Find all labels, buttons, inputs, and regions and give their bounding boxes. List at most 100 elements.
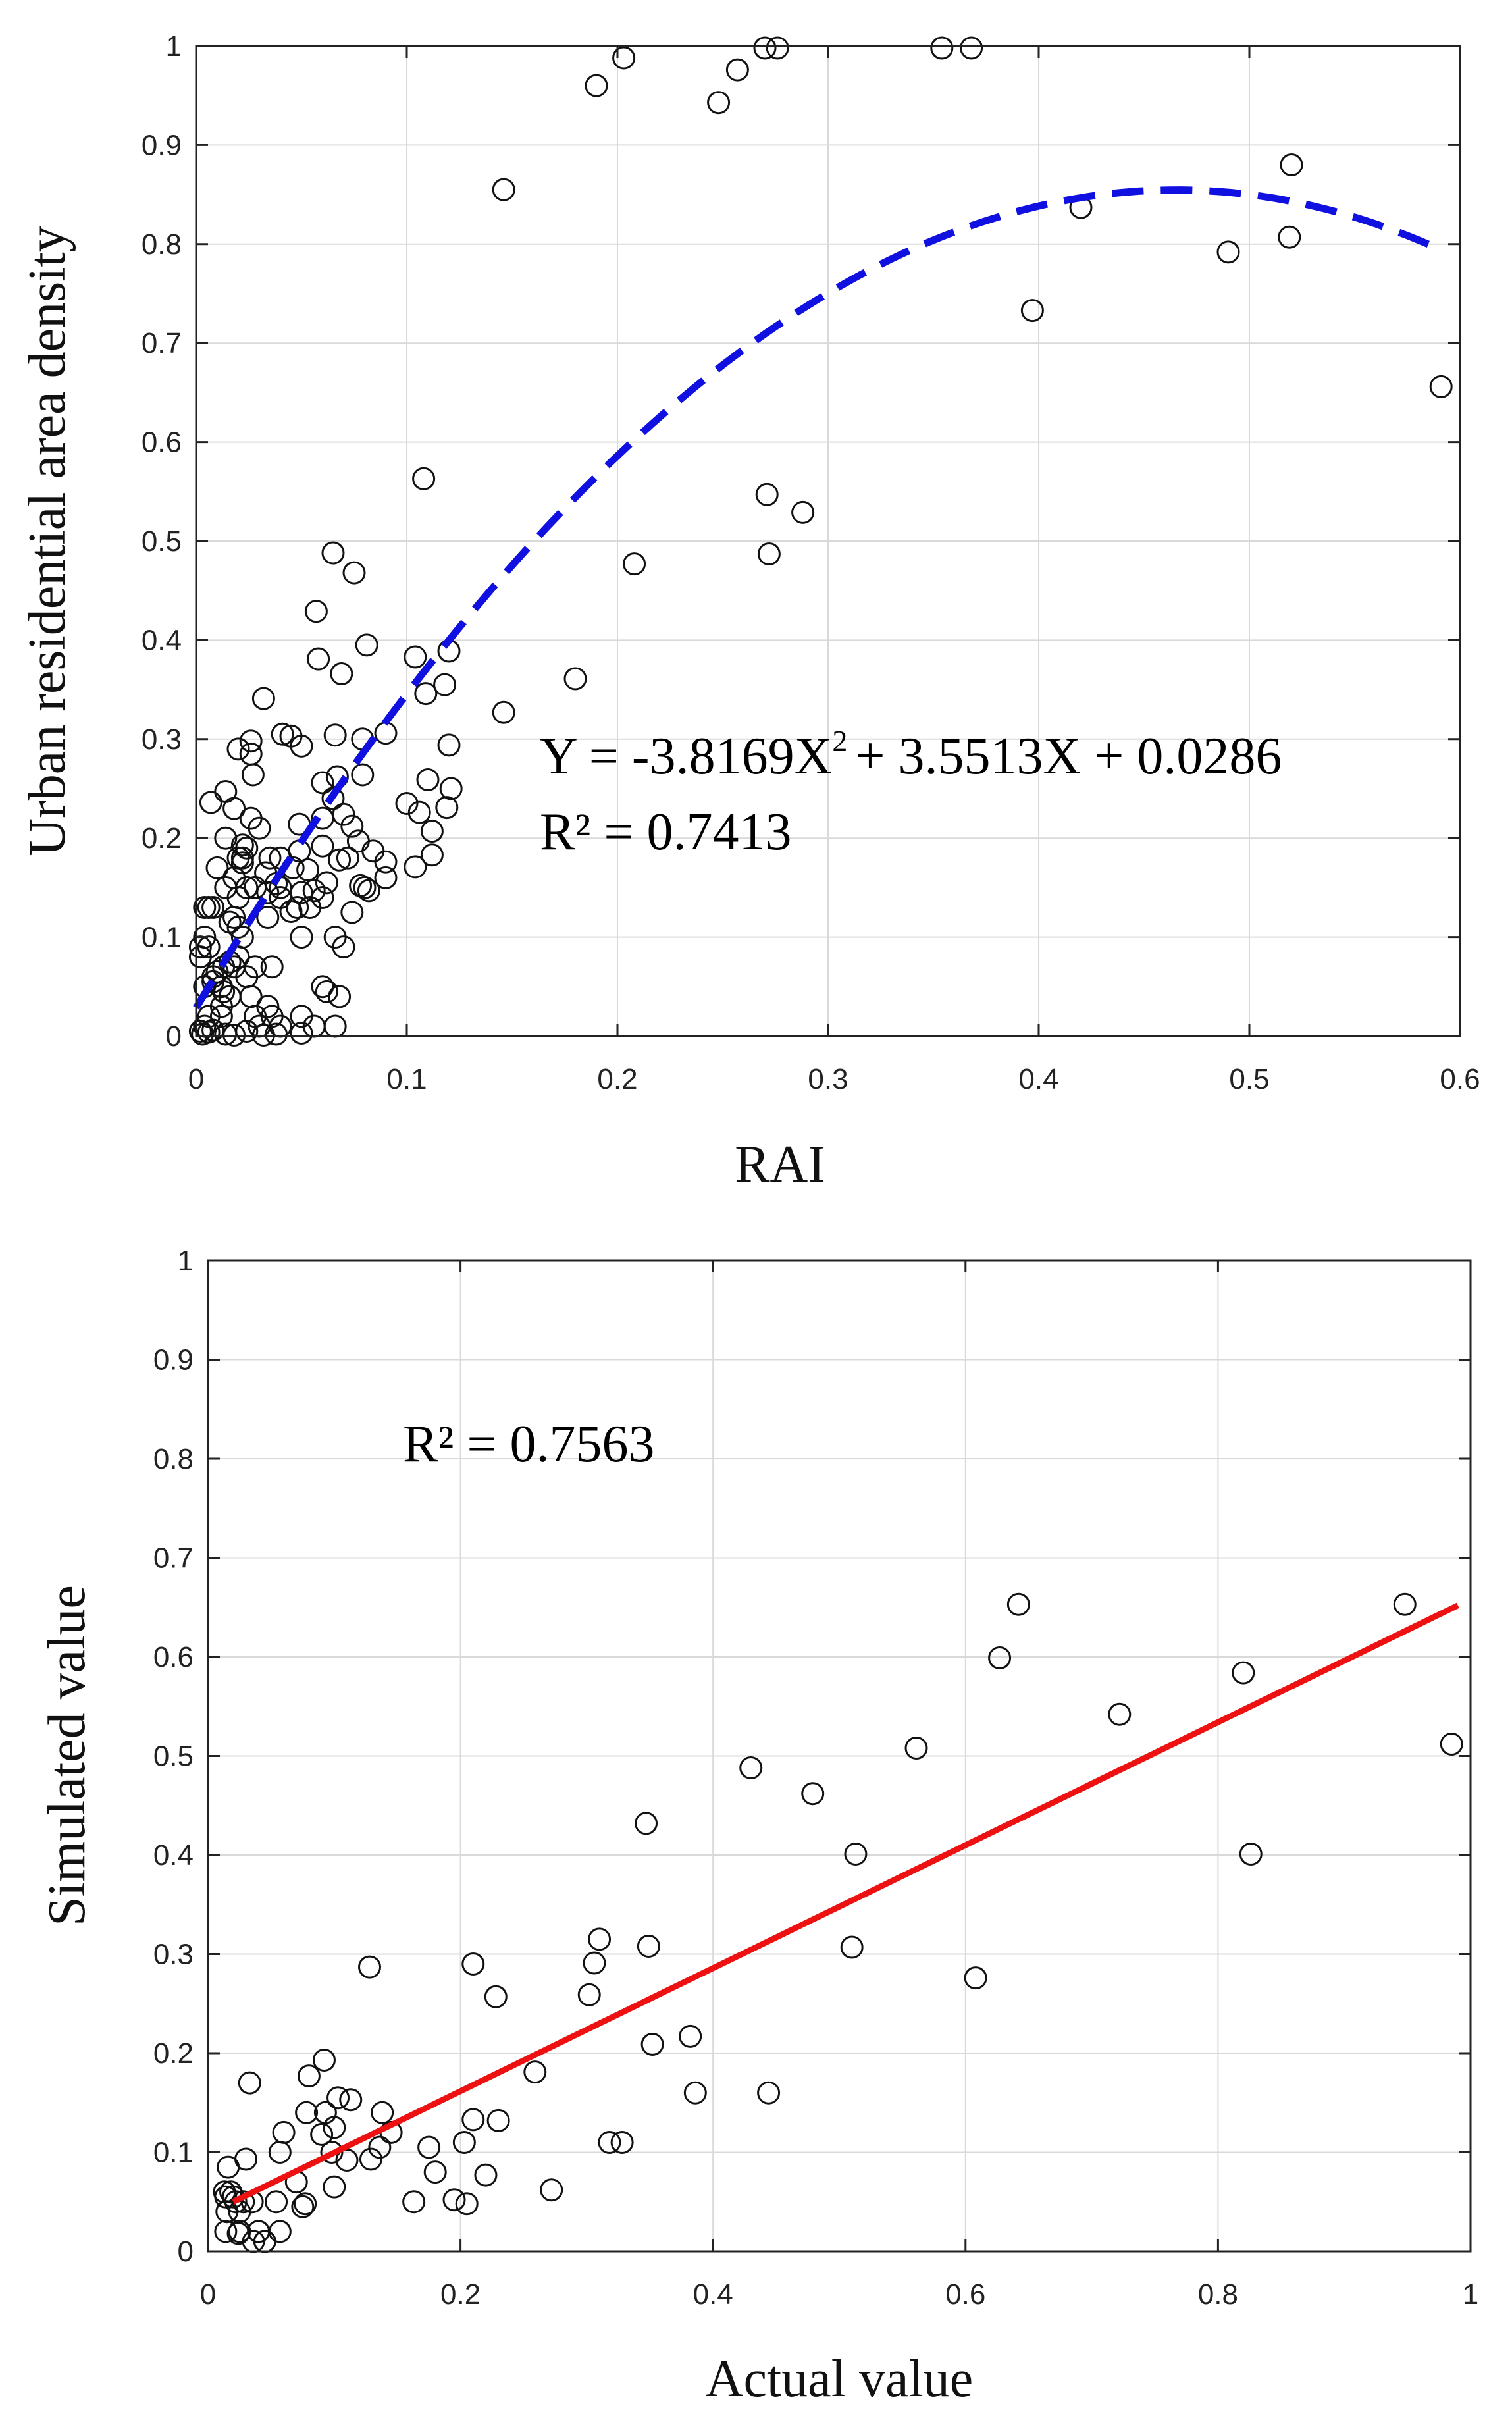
- c1-point-6: [930, 36, 954, 60]
- c1-point-157: [321, 787, 345, 810]
- c2-point-52: [295, 2101, 319, 2124]
- c1-point-151: [235, 1019, 259, 1043]
- c1-point-135: [353, 876, 377, 899]
- c1-point-145: [188, 1019, 212, 1043]
- c2-point-15: [679, 2024, 702, 2048]
- c1-point-80: [239, 806, 263, 830]
- c1-point-33: [271, 722, 294, 746]
- c1-point-7: [960, 36, 983, 60]
- c2-point-46: [320, 2141, 344, 2164]
- chart2-tick-marks: [207, 1259, 1472, 2253]
- c1-point-27: [414, 682, 438, 706]
- c1-ytick-label-0: 0: [166, 1020, 182, 1053]
- c1-point-50: [420, 820, 444, 843]
- c1-point-40: [239, 742, 263, 766]
- c1-point-20: [321, 541, 345, 565]
- c1-ytick-label-2: 0.2: [142, 822, 182, 854]
- chart2-y-tick-labels: 0 0.1 0.2 0.3 0.4 0.5 0.6 0.7 0.8 0.9 1: [153, 1245, 194, 2268]
- c2-point-47: [323, 2175, 346, 2199]
- c1-point-56: [361, 839, 385, 863]
- c2-xtick-label-4: 0.8: [1198, 2278, 1238, 2311]
- chart1-fit-curve: [193, 186, 1441, 1010]
- c1-point-52: [311, 771, 334, 795]
- c2-point-21: [577, 1983, 601, 2006]
- c1-point-128: [323, 1014, 347, 1038]
- c2-point-59: [268, 2220, 292, 2243]
- c2-point-57: [268, 2141, 292, 2164]
- c1-point-49: [407, 800, 431, 824]
- c1-ytick-label-8: 0.8: [142, 228, 182, 261]
- c1-point-63: [311, 834, 334, 858]
- c1-point-31: [492, 700, 515, 724]
- c1-point-90: [199, 791, 222, 814]
- chart2-gridlines: [207, 1260, 1471, 2252]
- c1-ytick-label-6: 0.6: [142, 427, 182, 459]
- c1-point-110: [193, 926, 217, 949]
- c1-point-35: [323, 723, 347, 747]
- c2-point-4: [1108, 1702, 1132, 1726]
- c2-point-29: [461, 1952, 485, 1976]
- c2-point-33: [442, 2188, 466, 2212]
- c1-point-138: [298, 895, 322, 919]
- c1-point-148: [201, 1018, 225, 1042]
- c1-ytick-label-1: 0.1: [142, 922, 182, 954]
- c1-ytick-label-4: 0.4: [142, 624, 182, 656]
- c2-point-14: [683, 2081, 707, 2105]
- c1-ytick-label-10: 1: [166, 30, 182, 63]
- chart2-r-squared: R² = 0.7563: [403, 1415, 654, 1473]
- c2-point-11: [801, 1782, 825, 1806]
- c1-point-3: [725, 58, 749, 82]
- c1-point-140: [260, 955, 284, 979]
- c2-point-5: [1006, 1592, 1030, 1616]
- c2-point-42: [339, 2088, 363, 2112]
- c1-point-30: [563, 667, 587, 691]
- c2-point-56: [272, 2120, 296, 2144]
- c1-point-58: [404, 855, 427, 879]
- c2-point-18: [637, 1934, 660, 1958]
- c2-ytick-label-7: 0.7: [153, 1542, 194, 1575]
- c2-point-38: [371, 2101, 394, 2124]
- chart2-x-axis-label: Actual value: [706, 2350, 973, 2408]
- c1-point-4: [753, 36, 777, 60]
- c2-point-30: [461, 2108, 485, 2132]
- c1-point-54: [340, 814, 364, 838]
- c1-point-32: [251, 687, 275, 710]
- c2-point-17: [635, 1812, 658, 1835]
- c1-point-26: [404, 645, 427, 669]
- chart2-y-axis-label: Simulated value: [38, 1585, 96, 1926]
- chart1-y-axis-label: Urban residential area density: [18, 226, 76, 856]
- c2-ytick-label-4: 0.4: [153, 1839, 194, 1872]
- c2-point-31: [452, 2130, 476, 2154]
- c1-point-89: [214, 780, 238, 804]
- c2-point-12: [739, 1756, 763, 1780]
- c1-point-91: [230, 833, 254, 857]
- c2-point-16: [640, 2032, 664, 2056]
- c1-point-14: [1429, 375, 1453, 398]
- equation-main: Y = -3.8169X: [540, 727, 832, 785]
- c2-point-50: [310, 2122, 334, 2146]
- c2-xtick-label-0: 0: [200, 2278, 216, 2311]
- c1-point-131: [328, 985, 352, 1008]
- c1-point-69: [286, 895, 309, 919]
- c1-point-154: [290, 1021, 313, 1045]
- c2-point-32: [455, 2192, 479, 2216]
- c1-point-92: [235, 836, 259, 860]
- c1-point-57: [374, 850, 398, 874]
- c1-point-12: [1278, 225, 1301, 249]
- c1-point-71: [269, 885, 292, 909]
- c2-point-20: [583, 1951, 606, 1975]
- c1-point-67: [302, 879, 326, 903]
- c2-point-41: [358, 1955, 382, 1979]
- c2-ytick-label-0: 0: [178, 2236, 194, 2268]
- c2-point-2: [1232, 1661, 1255, 1685]
- c2-point-51: [297, 2064, 321, 2088]
- c2-point-8: [904, 1736, 928, 1760]
- c2-point-48: [313, 2101, 337, 2124]
- c2-point-53: [294, 2192, 317, 2216]
- c2-point-19: [588, 1927, 612, 1951]
- c1-point-29: [433, 673, 457, 696]
- c2-point-23: [598, 2130, 621, 2154]
- c1-xtick-label-0: 0: [188, 1063, 204, 1095]
- c2-point-7: [964, 1966, 987, 1990]
- c1-point-158: [336, 846, 359, 870]
